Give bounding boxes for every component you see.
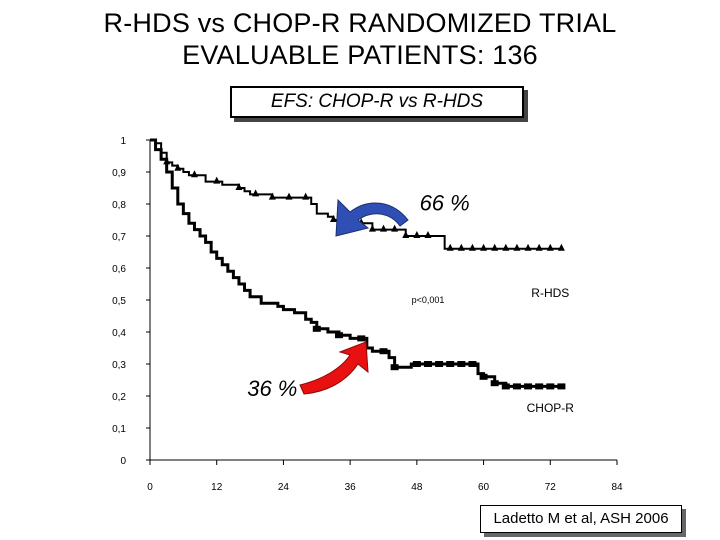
censor-mark-r-hds (174, 163, 182, 171)
censor-mark-r-hds (368, 224, 376, 232)
y-tick-label: 0,6 (112, 264, 126, 275)
censor-mark-r-hds (457, 243, 465, 251)
censor-mark-r-hds (213, 176, 221, 184)
censor-mark-r-hds (546, 243, 554, 251)
censor-mark-r-hds (380, 224, 387, 232)
x-tick-label: 72 (545, 482, 557, 493)
y-tick-label: 0,5 (112, 296, 126, 307)
censor-mark-r-hds (480, 243, 488, 251)
x-tick-label: 24 (278, 482, 290, 493)
censor-mark-r-hds (302, 192, 310, 200)
censor-mark-chop-r (490, 380, 499, 387)
censor-mark-chop-r (435, 361, 444, 367)
series-line-r-hds (150, 139, 562, 250)
censor-mark-r-hds (491, 243, 499, 251)
censor-mark-r-hds (402, 231, 410, 238)
annotation-label: CHOP-R (527, 401, 575, 415)
annotation-label: R-HDS (531, 286, 569, 300)
x-tick-label: 36 (345, 482, 357, 493)
arrow-36-percent (299, 341, 369, 395)
chart-arrows (299, 198, 409, 395)
censor-mark-chop-r (457, 361, 466, 367)
censor-mark-chop-r (446, 361, 455, 367)
censor-mark-chop-r (390, 364, 399, 371)
annotation-label: 66 % (420, 190, 470, 215)
y-tick-label: 0,7 (112, 232, 126, 243)
y-tick-label: 1 (120, 136, 126, 147)
y-tick-label: 0,1 (112, 424, 126, 435)
censor-mark-chop-r (524, 383, 533, 390)
y-tick-label: 0,8 (112, 200, 126, 211)
y-tick-label: 0,3 (112, 360, 126, 371)
y-tick-label: 0,4 (112, 328, 126, 339)
x-tick-label: 0 (147, 482, 153, 493)
x-tick-label: 12 (211, 482, 223, 493)
x-tick-label: 48 (411, 482, 423, 493)
censor-mark-chop-r (535, 383, 544, 390)
x-tick-label: 84 (611, 482, 623, 493)
censor-mark-chop-r (312, 325, 321, 332)
censor-mark-r-hds (535, 243, 543, 251)
censor-mark-r-hds (524, 243, 532, 251)
x-tick-label: 60 (478, 482, 490, 493)
censor-mark-r-hds (391, 224, 399, 232)
censor-mark-r-hds (329, 215, 337, 222)
censor-mark-chop-r (379, 348, 388, 355)
censor-mark-r-hds (235, 183, 243, 190)
censor-mark-chop-r (557, 383, 566, 390)
censor-mark-r-hds (252, 189, 260, 197)
censor-mark-chop-r (357, 335, 366, 342)
censor-mark-r-hds (557, 243, 565, 251)
y-tick-label: 0,9 (112, 168, 126, 179)
slide-title-line-2: EVALUABLE PATIENTS: 136 (182, 40, 538, 70)
annotation-label: 36 % (247, 376, 297, 401)
censor-mark-chop-r (501, 383, 510, 390)
censor-mark-chop-r (423, 361, 432, 367)
chart-series (150, 138, 566, 390)
chart-annotations: 66 % 36 % R-HDS p<0,001 CHOP-R (247, 190, 574, 415)
censor-mark-r-hds (190, 170, 198, 178)
censor-mark-r-hds (513, 243, 521, 251)
censor-mark-chop-r (512, 383, 521, 390)
censor-mark-r-hds (502, 243, 510, 251)
censor-mark-r-hds (413, 231, 421, 238)
censor-mark-r-hds (268, 192, 276, 200)
censor-mark-r-hds (468, 243, 476, 251)
chart-title: EFS: CHOP-R vs R-HDS (230, 86, 524, 118)
y-tick-label: 0 (120, 456, 126, 467)
censor-mark-chop-r (479, 373, 488, 380)
y-tick-label: 0,2 (112, 392, 126, 403)
censor-mark-chop-r (335, 332, 344, 339)
chart-axes: 0 0,1 0,2 0,3 0,4 0,5 0,6 0,7 0,8 0,9 1 0 12 24 36 48 60… (112, 136, 623, 493)
arrow-66-percent (335, 198, 409, 237)
slide-title-line-1: R-HDS vs CHOP-R RANDOMIZED TRIAL (103, 8, 617, 38)
censor-mark-chop-r (468, 361, 477, 367)
censor-mark-r-hds (285, 192, 293, 200)
censor-mark-r-hds (446, 243, 454, 251)
citation: Ladetto M et al, ASH 2006 (480, 505, 682, 533)
annotation-label: p<0,001 (412, 295, 445, 305)
censor-mark-r-hds (424, 231, 432, 238)
censor-mark-chop-r (546, 383, 555, 390)
censor-mark-chop-r (412, 361, 421, 367)
